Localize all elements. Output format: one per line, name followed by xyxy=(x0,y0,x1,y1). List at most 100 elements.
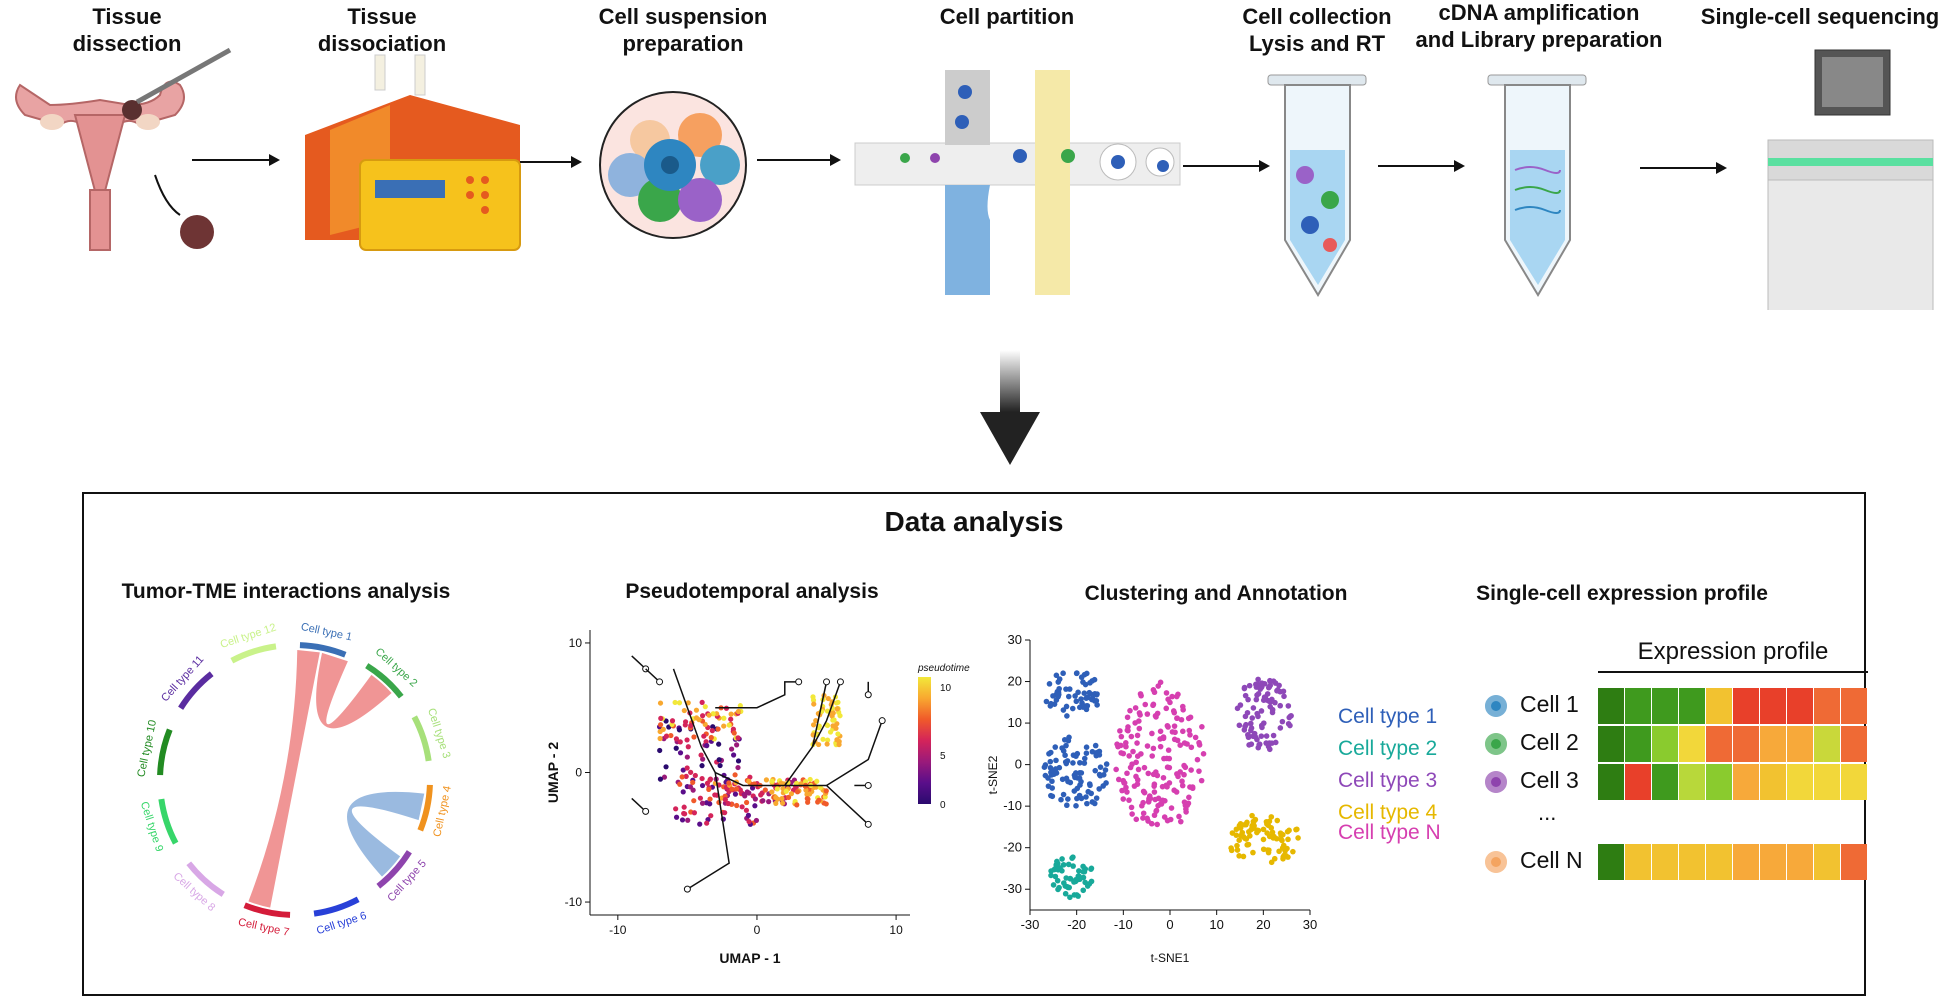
tsne-point xyxy=(1179,703,1186,710)
tsne-x-tick-label: -10 xyxy=(1114,917,1133,932)
heatmap-cell xyxy=(1652,726,1679,762)
pseudo-point xyxy=(794,802,800,808)
pseudo-point xyxy=(733,786,740,792)
pseudo-point xyxy=(699,775,705,782)
tsne-point xyxy=(1171,723,1178,729)
pseudo-point xyxy=(657,728,663,735)
heatmap-cell xyxy=(1814,764,1841,800)
trajectory-line xyxy=(811,681,828,747)
cell-dot-4 xyxy=(1485,851,1507,873)
tsne-point xyxy=(1150,771,1157,778)
heatmap-cell xyxy=(1679,688,1706,724)
pseudo-point xyxy=(697,795,704,801)
tsne-point xyxy=(1266,746,1273,753)
step-label-collection: Cell collection Lysis and RT xyxy=(1242,4,1392,56)
tsne-point xyxy=(1085,788,1092,795)
pseudotime-title: Pseudotemporal analysis xyxy=(625,580,879,603)
tsne-point xyxy=(1163,690,1170,696)
pseudo-point xyxy=(783,788,789,794)
tsne-point xyxy=(1081,690,1088,697)
tsne-point xyxy=(1103,761,1110,767)
heatmap-cell xyxy=(1598,844,1625,880)
tsne-point xyxy=(1053,672,1060,679)
pseudo-point xyxy=(708,813,714,819)
tsne-point xyxy=(1078,674,1085,681)
tsne-point xyxy=(1181,771,1187,778)
chord-label-4: Cell type 4 xyxy=(431,785,454,838)
tsne-ylabel: t-SNE2 xyxy=(986,755,1000,794)
pseudo-point xyxy=(685,744,691,750)
pseudo-point xyxy=(657,722,664,728)
cell-dot-3 xyxy=(1485,771,1507,793)
tsne-point xyxy=(1194,756,1201,763)
tsne-point xyxy=(1053,757,1059,764)
tsne-y-tick-label: -10 xyxy=(1003,798,1022,813)
tsne-point xyxy=(1199,724,1205,730)
pseudo-point xyxy=(825,737,831,743)
tsne-point xyxy=(1089,695,1096,702)
tsne-point xyxy=(1146,798,1152,804)
heatmap-cell xyxy=(1625,688,1652,724)
tsne-point xyxy=(1158,800,1164,807)
tsne-point xyxy=(1176,813,1182,820)
tsne-point xyxy=(1077,782,1083,788)
heatmap-cell xyxy=(1598,688,1625,724)
chord-arc-8 xyxy=(186,861,225,897)
chord-arc-6 xyxy=(313,896,360,917)
tsne-point xyxy=(1064,713,1070,719)
pseudo-point xyxy=(707,776,714,782)
trajectory-endpoint xyxy=(864,691,872,699)
tsne-point xyxy=(1064,802,1070,809)
flow-arrow-5 xyxy=(1378,160,1465,172)
pseudo-point xyxy=(681,804,687,810)
tsne-point xyxy=(1248,727,1254,734)
tsne-point xyxy=(1284,828,1291,835)
pseudotime-colorbar xyxy=(918,677,931,804)
tsne-point xyxy=(1074,670,1080,676)
uterus-icon xyxy=(15,47,232,251)
tsne-point xyxy=(1150,702,1156,709)
tsne-point xyxy=(1261,694,1268,700)
tsne-point xyxy=(1118,733,1125,740)
pseudo-point xyxy=(746,778,752,784)
dissociator-icon xyxy=(305,54,521,251)
pseudo-point xyxy=(683,773,689,779)
pseudo-point xyxy=(700,713,706,719)
tsne-point xyxy=(1186,794,1192,801)
tsne-point xyxy=(1242,723,1248,730)
heatmap-cell xyxy=(1814,726,1841,762)
tsne-plot: -30 -20 -10 0 10 20 30 30 20 10 0 -10 -20 -30 t-SNE1 t-… xyxy=(986,632,1317,965)
workflow-illustrations xyxy=(15,47,1934,310)
heatmap-cell xyxy=(1625,844,1652,880)
trajectory-line xyxy=(784,681,842,786)
tsne-point xyxy=(1242,835,1248,842)
tsne-point xyxy=(1287,713,1294,720)
tsne-point xyxy=(1253,696,1260,703)
tsne-point xyxy=(1154,710,1161,717)
pseudo-point xyxy=(837,713,843,719)
cell-dot-2 xyxy=(1485,733,1507,755)
tsne-point xyxy=(1061,736,1068,743)
pseudo-point xyxy=(830,723,836,729)
pseudo-point xyxy=(835,699,841,705)
tsne-point xyxy=(1273,835,1280,842)
heatmap-cell xyxy=(1706,726,1733,762)
pseudo-point xyxy=(699,763,705,769)
heatmap-cell xyxy=(1814,844,1841,880)
tsne-y-tick-label: -30 xyxy=(1003,881,1022,896)
tsne-point xyxy=(1073,803,1079,809)
pseudo-point xyxy=(732,791,739,797)
pseudo-point xyxy=(804,795,810,802)
tsne-y-tick-label: -20 xyxy=(1003,840,1022,855)
tsne-point xyxy=(1255,713,1261,720)
pseudo-point xyxy=(814,778,820,784)
colorbar-tick: 10 xyxy=(940,683,952,694)
tsne-point xyxy=(1163,705,1170,712)
tsne-point xyxy=(1180,728,1186,735)
tsne-point xyxy=(1049,778,1055,785)
pseudo-point xyxy=(737,703,743,709)
pseudo-point xyxy=(712,792,718,798)
trajectory-endpoint xyxy=(795,678,803,686)
pseudo-point xyxy=(657,747,663,754)
tsne-point xyxy=(1054,877,1061,884)
